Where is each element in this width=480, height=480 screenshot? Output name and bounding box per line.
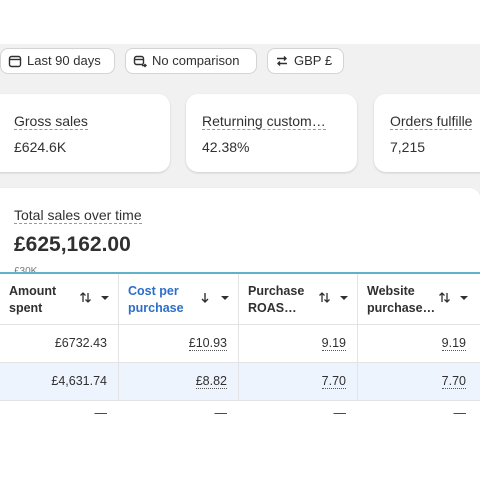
filter-button[interactable]: GBP £ [267, 48, 344, 74]
column-divider [357, 274, 358, 400]
column-divider [118, 274, 119, 400]
row-border [0, 400, 480, 401]
sales-value: £625,162.00 [14, 233, 131, 256]
table-cell: £8.82 [195, 374, 227, 389]
sort-icon[interactable] [439, 291, 469, 309]
metric-card[interactable]: Returning custom… 42.38% [186, 94, 357, 172]
metric-label: Returning custom… [202, 113, 326, 130]
table-cell: £10.93 [188, 336, 227, 351]
table-row [0, 400, 480, 433]
table-cell: — [333, 406, 347, 420]
table-cell: 7.70 [321, 374, 346, 389]
table-row [0, 324, 480, 363]
metric-label: Orders fulfille [390, 113, 473, 130]
data-table: Amount spent Cost per purchase Purchase RO… [0, 272, 480, 480]
filter-button[interactable]: No comparison [125, 48, 257, 74]
table-cell: £4,631.74 [51, 374, 107, 388]
column-header[interactable]: Purchase ROAS… [248, 284, 305, 315]
filter-button[interactable]: Last 90 days [0, 48, 115, 74]
table-cell: — [214, 406, 228, 420]
sort-icon[interactable] [319, 291, 349, 309]
axis-label: £30K [14, 266, 37, 277]
metric-value: 42.38% [202, 139, 250, 155]
sort-icon[interactable] [200, 291, 230, 309]
table-cell: 9.19 [441, 336, 466, 351]
table-cell: — [94, 406, 108, 420]
metric-card[interactable]: Gross sales £624.6K [0, 94, 170, 172]
sort-icon[interactable] [80, 291, 110, 309]
filter-label: No comparison [152, 53, 240, 68]
table-cell: £6732.43 [54, 336, 107, 350]
metric-card[interactable]: Orders fulfille 7,215 [374, 94, 480, 172]
sales-title: Total sales over time [14, 207, 142, 224]
column-divider [238, 274, 239, 400]
metric-value: £624.6K [14, 139, 67, 155]
metric-label: Gross sales [14, 113, 88, 130]
metric-value: 7,215 [390, 139, 426, 155]
table-cell: — [453, 406, 467, 420]
filter-label: Last 90 days [27, 53, 101, 68]
column-header[interactable]: Amount spent [9, 284, 57, 315]
filter-label: GBP £ [294, 53, 333, 68]
table-row [0, 362, 480, 401]
table-cell: 7.70 [441, 374, 466, 389]
column-header[interactable]: Cost per purchase [128, 284, 184, 315]
column-header[interactable]: Website purchase… [367, 284, 436, 315]
table-cell: 9.19 [321, 336, 346, 351]
